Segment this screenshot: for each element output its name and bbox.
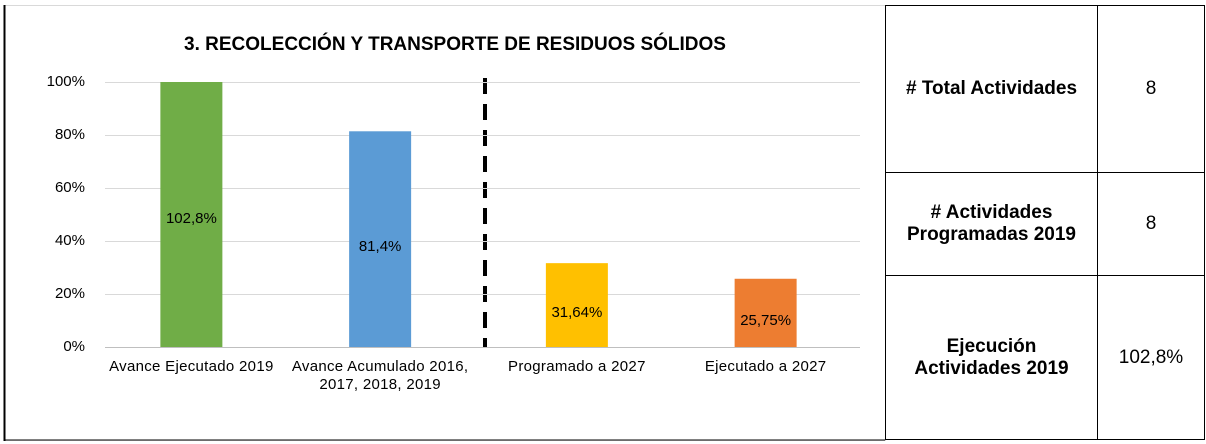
- chart-frame: [4, 5, 886, 441]
- data-label: 25,75%: [740, 312, 791, 329]
- y-tick-label: 60%: [55, 179, 85, 196]
- summary-table: # Total Actividades 8 # Actividades Progr…: [885, 5, 1205, 440]
- x-tick-label: Programado a 2027: [508, 358, 646, 375]
- data-label: 102,8%: [166, 210, 217, 227]
- y-tick-label: 0%: [63, 338, 85, 355]
- x-tick-label: Avance Ejecutado 2019: [109, 358, 274, 375]
- data-label: 81,4%: [359, 238, 402, 255]
- data-label: 31,64%: [551, 304, 602, 321]
- table-key: # Actividades Programadas 2019: [885, 172, 1098, 276]
- bar: [160, 82, 223, 347]
- y-tick-label: 100%: [47, 73, 85, 90]
- y-tick-label: 80%: [55, 126, 85, 143]
- table-key: # Total Actividades: [885, 5, 1098, 173]
- table-value: 8: [1097, 5, 1205, 173]
- x-tick-label: Ejecutado a 2027: [704, 358, 827, 375]
- bar: [545, 263, 608, 347]
- table-key: Ejecución Actividades 2019: [885, 275, 1098, 440]
- y-tick-label: 40%: [55, 232, 85, 249]
- bar: [734, 278, 797, 347]
- table-value: 102,8%: [1097, 275, 1205, 440]
- x-tick-label: Avance Acumulado 2016, 2017, 2018, 2019: [291, 358, 469, 393]
- bar: [349, 131, 412, 347]
- bars: [160, 82, 797, 347]
- table-value: 8: [1097, 172, 1205, 276]
- y-tick-label: 20%: [55, 285, 85, 302]
- chart-title: 3. RECOLECCIÓN Y TRANSPORTE DE RESIDUOS …: [184, 33, 726, 55]
